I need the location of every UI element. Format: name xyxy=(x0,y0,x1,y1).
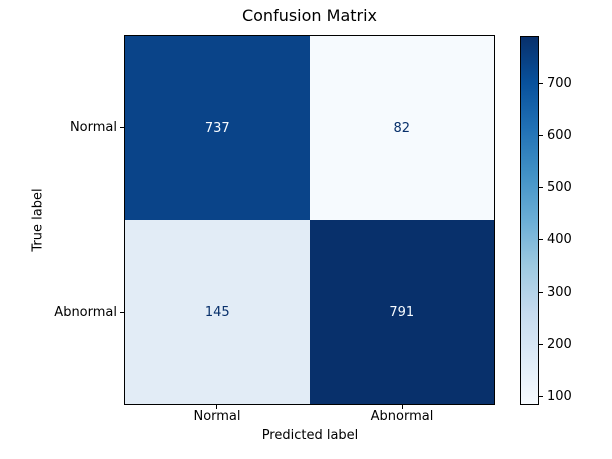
colorbar-tick-label: 300 xyxy=(547,285,572,300)
colorbar xyxy=(520,36,539,405)
y-tick-label-normal: Normal xyxy=(69,120,117,135)
x-axis-label: Predicted label xyxy=(261,428,359,443)
colorbar-tick xyxy=(539,344,543,345)
y-axis-tick xyxy=(120,312,124,313)
matrix-cell-true-normal-pred-normal: 737 xyxy=(125,36,310,220)
matrix-cell-true-normal-pred-abnormal: 82 xyxy=(309,36,494,220)
heatmap-plot-area: 737 82 145 791 xyxy=(124,35,495,405)
colorbar-tick-label: 200 xyxy=(547,337,572,352)
cell-value: 737 xyxy=(204,120,230,136)
colorbar-tick-label: 600 xyxy=(547,128,572,143)
x-tick-label-normal: Normal xyxy=(193,409,241,424)
cell-value: 791 xyxy=(389,304,415,320)
chart-title: Confusion Matrix xyxy=(241,6,378,25)
colorbar-tick xyxy=(539,135,543,136)
y-axis-label: True label xyxy=(30,188,46,252)
y-tick-label-abnormal: Abnormal xyxy=(54,305,117,320)
colorbar-tick-label: 400 xyxy=(547,232,572,247)
colorbar-tick-label: 100 xyxy=(547,389,572,404)
colorbar-tick xyxy=(539,239,543,240)
colorbar-tick-label: 500 xyxy=(547,180,572,195)
cell-value: 82 xyxy=(393,120,411,136)
colorbar-tick xyxy=(539,187,543,188)
matrix-cell-true-abnormal-pred-abnormal: 791 xyxy=(309,220,494,404)
x-axis-tick xyxy=(216,405,217,409)
y-axis-tick xyxy=(120,127,124,128)
cell-value: 145 xyxy=(204,304,230,320)
x-axis-tick xyxy=(402,405,403,409)
colorbar-tick xyxy=(539,396,543,397)
matrix-cell-true-abnormal-pred-normal: 145 xyxy=(125,220,310,404)
colorbar-tick-label: 700 xyxy=(547,76,572,91)
colorbar-tick xyxy=(539,83,543,84)
x-tick-label-abnormal: Abnormal xyxy=(370,409,434,424)
colorbar-tick xyxy=(539,292,543,293)
